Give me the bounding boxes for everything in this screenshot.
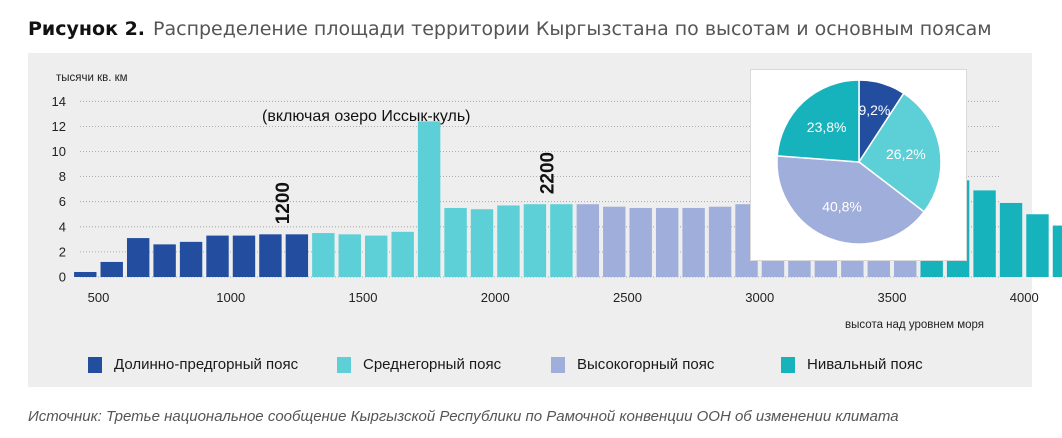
histogram-bar (74, 271, 97, 277)
histogram-bar (497, 205, 520, 277)
histogram-bar (444, 207, 467, 277)
histogram-bar (100, 261, 123, 277)
histogram-bar (126, 238, 150, 277)
y-tick-label: 8 (59, 169, 66, 184)
histogram-bar (312, 233, 335, 277)
chart-title: Рисунок 2. Распределение площади территор… (28, 18, 992, 40)
histogram-bar (338, 234, 361, 277)
x-tick-label: 3500 (878, 290, 907, 305)
y-tick-label: 0 (59, 270, 66, 285)
threshold-label: 1200 (273, 182, 294, 224)
legend-swatch (781, 356, 795, 373)
y-tick-label: 10 (52, 144, 66, 159)
histogram-bar (179, 241, 203, 277)
pie-slice (857, 92, 942, 213)
x-tick-label: 1000 (216, 290, 245, 305)
x-tick-label: 1500 (349, 290, 378, 305)
pie-chart: 9,2% 26,2% 40,8% 23,8% (776, 79, 942, 245)
legend-swatch (551, 356, 565, 373)
legend-item: Высокогорный пояс (551, 356, 714, 373)
histogram-bar (682, 207, 705, 277)
x-tick-label: 4000 (1010, 290, 1039, 305)
source-note: Источник: Третье национальное сообщение … (28, 408, 899, 425)
histogram-bar (603, 206, 626, 277)
histogram-bar (259, 234, 282, 277)
histogram-bar (391, 231, 414, 277)
histogram-bar (576, 204, 600, 277)
histogram-bar (206, 235, 229, 277)
histogram-bar (1052, 225, 1062, 277)
threshold-label: 2200 (538, 152, 559, 194)
legend-swatch (88, 356, 102, 373)
histogram-bar (523, 204, 547, 277)
legend-label: Нивальный пояс (807, 356, 923, 373)
pie-slice (776, 155, 926, 245)
pie-slice-label: 9,2% (858, 102, 890, 118)
y-tick-label: 14 (52, 94, 66, 109)
histogram-bar (417, 121, 441, 277)
y-tick-label: 6 (59, 194, 66, 209)
x-tick-label: 3000 (745, 290, 774, 305)
legend-label: Долинно-предгорный пояс (114, 356, 299, 373)
histogram-bar (365, 235, 388, 277)
legend-label: Среднегорный пояс (363, 356, 502, 373)
histogram-bar (708, 206, 732, 277)
legend-item: Среднегорный пояс (337, 356, 501, 373)
histogram-bar (232, 235, 256, 277)
y-tick-label: 4 (59, 219, 66, 234)
legend-label: Высокогорный пояс (577, 356, 715, 373)
x-tick-label: 500 (88, 290, 110, 305)
legend-item: Нивальный пояс (781, 356, 923, 373)
pie-slice-label: 23,8% (807, 119, 847, 135)
histogram-bar (655, 207, 679, 277)
y-tick-label: 2 (59, 244, 66, 259)
y-tick-label: 12 (52, 119, 66, 134)
histogram-bar (153, 244, 176, 277)
figure-label: Рисунок 2. (28, 18, 146, 40)
x-axis-label: высота над уровнем моря (845, 319, 984, 331)
histogram-bar (1026, 214, 1049, 277)
legend-swatch (337, 356, 351, 373)
histogram-bar (550, 204, 573, 277)
legend-item: Долинно-предгорный пояс (88, 356, 298, 373)
pie-slice (776, 79, 860, 163)
histogram-bar (470, 209, 494, 277)
y-axis-label: тысячи кв. км (56, 72, 128, 84)
pie-slice-label: 40,8% (822, 198, 862, 214)
pie-chart-box: 9,2% 26,2% 40,8% 23,8% (750, 69, 967, 261)
pie-slice-label: 26,2% (886, 146, 926, 162)
x-tick-label: 2500 (613, 290, 642, 305)
histogram-bar (973, 190, 996, 277)
x-tick-label: 2000 (481, 290, 510, 305)
figure-caption: Распределение площади территории Кыргызс… (153, 18, 992, 40)
histogram-bar (285, 234, 309, 277)
histogram-bar (629, 207, 652, 277)
histogram-bar (999, 202, 1023, 277)
lake-annotation: (включая озеро Иссык-куль) (262, 108, 471, 125)
